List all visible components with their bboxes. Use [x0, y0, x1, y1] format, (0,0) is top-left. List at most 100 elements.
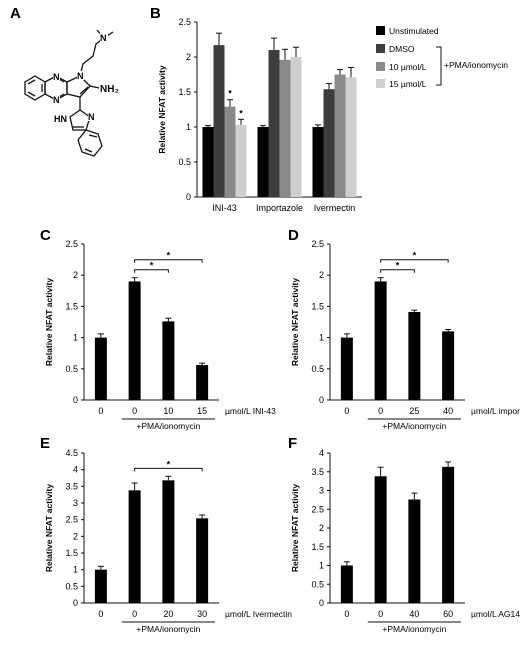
bar-b-importazole-10-mol-l — [279, 59, 291, 197]
y-tick-label-f: 2.5 — [311, 504, 324, 514]
legend-swatch-unstimulated — [376, 26, 385, 35]
bar-b-importazole-dmso — [268, 50, 280, 197]
x-unit-label-e: µmol/L Ivermectin — [225, 609, 292, 619]
x-tick-label-e: 0 — [132, 609, 137, 619]
bar-e-3 — [196, 518, 209, 603]
y-axis-title-f: Relative NFAT activity — [290, 484, 300, 572]
bar-c-1 — [128, 281, 141, 400]
y-tick-label-e: 0 — [73, 598, 78, 608]
legend-label-unstimulated: Unstimulated — [389, 26, 439, 36]
bar-e-0 — [94, 569, 107, 603]
bar-f-1 — [374, 476, 387, 603]
bar-b-ivermectin-10-mol-l — [334, 74, 346, 197]
y-tick-label-b: 2 — [186, 52, 191, 62]
x-tick-label-e: 30 — [197, 609, 207, 619]
x-tick-label-d: 25 — [409, 406, 419, 416]
y-tick-label-f: 1.5 — [311, 542, 324, 552]
significance-star-d: * — [396, 261, 400, 271]
y-tick-label-b: 1.5 — [178, 87, 191, 97]
x-tick-label-c: 10 — [163, 406, 173, 416]
significance-star-e: * — [167, 459, 171, 469]
x-tick-label-d: 0 — [344, 406, 349, 416]
x-tick-label-e: 0 — [98, 609, 103, 619]
y-tick-label-c: 2 — [73, 270, 78, 280]
x-tick-label-b: Importazole — [256, 203, 303, 213]
bar-b-ivermectin-unstimulated — [312, 127, 324, 197]
legend-item-10-umol: 10 µmol/L — [376, 62, 427, 72]
y-tick-label-b: 0 — [186, 192, 191, 202]
y-tick-label-e: 3 — [73, 498, 78, 508]
panel-letter-b: B — [150, 5, 161, 22]
amine-label: NH₂ — [100, 84, 119, 95]
panel-letter-e: E — [40, 435, 50, 452]
y-tick-label-d: 1.5 — [311, 301, 324, 311]
y-tick-label-e: 2 — [73, 531, 78, 541]
significance-star-c: * — [150, 261, 154, 271]
x-unit-label-d: µmol/L importazole — [471, 406, 520, 416]
x-unit-label-c: µmol/L INI-43 — [225, 406, 276, 416]
legend-group-label: +PMA/ionomycin — [444, 60, 508, 70]
bar-e-1 — [128, 490, 141, 603]
imidazole-nh-label: HN — [54, 114, 67, 124]
x-tick-label-f: 0 — [344, 609, 349, 619]
x-tick-label-d: 40 — [443, 406, 453, 416]
legend-label-15-umol: 15 µmol/L — [389, 79, 427, 89]
y-tick-label-f: 3 — [319, 486, 324, 496]
y-tick-label-c: 1 — [73, 333, 78, 343]
svg-text:N: N — [53, 95, 60, 105]
chart-b: 0 0.5 1 1.5 2 2.5 Relative NFAT activity INI-43… — [157, 17, 362, 213]
bar-f-3 — [442, 466, 455, 603]
chart-f: 0 0.5 1 1.5 2 2.5 3 3.5 4 Relative NFAT activity 0… — [290, 448, 520, 634]
bar-b-importazole-unstimulated — [257, 127, 269, 197]
x-tick-label-f: 60 — [443, 609, 453, 619]
svg-text:N: N — [53, 72, 60, 82]
x-tick-label-c: 0 — [98, 406, 103, 416]
chart-e: 0 0.5 1 1.5 2 2.5 3 3.5 4 4.5 Relative NFAT activi… — [44, 448, 292, 634]
x-tick-label-c: 15 — [197, 406, 207, 416]
significance-star-b: * — [228, 89, 232, 99]
bar-c-0 — [94, 337, 107, 400]
bar-d-0 — [340, 337, 353, 400]
treatment-label-c: +PMA/ionomycin — [136, 421, 200, 431]
y-tick-label-f: 1 — [319, 561, 324, 571]
bar-d-1 — [374, 281, 387, 400]
legend-label-10-umol: 10 µmol/L — [389, 62, 427, 72]
y-tick-label-d: 2.5 — [311, 239, 324, 249]
molecule-atom-labels: N N N N N NH₂ HN — [53, 33, 119, 124]
legend-label-dmso: DMSO — [389, 44, 415, 54]
x-tick-label-b: Ivermectin — [314, 203, 356, 213]
y-axis-title-c: Relative NFAT activity — [44, 278, 54, 366]
bar-b-ivermectin-15-mol-l — [345, 77, 357, 197]
legend-item-unstimulated: Unstimulated — [376, 26, 439, 36]
legend-swatch-dmso — [376, 44, 385, 53]
y-tick-label-c: 2.5 — [65, 239, 78, 249]
y-tick-label-e: 1 — [73, 565, 78, 575]
legend-b: Unstimulated DMSO 10 µmol/L 15 µmol/L +P… — [376, 26, 508, 89]
significance-star-b: * — [239, 108, 243, 118]
y-axis-title-b: Relative NFAT activity — [157, 65, 167, 153]
y-axis-title-e: Relative NFAT activity — [44, 484, 54, 572]
x-unit-label-f: µmol/L AG1478 — [471, 609, 520, 619]
bar-b-ini-43-15-mol-l — [235, 124, 247, 197]
panel-letter-c: C — [40, 227, 51, 244]
legend-swatch-15-umol — [376, 79, 385, 88]
chart-c: 0 0.5 1 1.5 2 2.5 Relative NFAT activity 0 0 10 15… — [44, 239, 276, 431]
y-tick-label-e: 0.5 — [65, 581, 78, 591]
panel-letter-d: D — [288, 227, 299, 244]
x-tick-label-f: 40 — [409, 609, 419, 619]
y-tick-label-f: 4 — [319, 448, 324, 458]
x-tick-label-f: 0 — [378, 609, 383, 619]
bar-d-3 — [442, 331, 455, 400]
y-tick-label-f: 0.5 — [311, 579, 324, 589]
significance-star-d: * — [413, 251, 417, 261]
treatment-label-f: +PMA/ionomycin — [382, 624, 446, 634]
y-tick-label-e: 4 — [73, 465, 78, 475]
bar-b-ini-43-unstimulated — [202, 127, 214, 197]
y-tick-label-c: 0 — [73, 395, 78, 405]
x-tick-label-d: 0 — [378, 406, 383, 416]
bar-b-ini-43-10-mol-l — [224, 106, 236, 197]
chart-d: 0 0.5 1 1.5 2 2.5 Relative NFAT activity 0 0 25 40… — [290, 239, 520, 431]
legend-item-dmso: DMSO — [376, 44, 415, 54]
y-tick-label-d: 1 — [319, 333, 324, 343]
